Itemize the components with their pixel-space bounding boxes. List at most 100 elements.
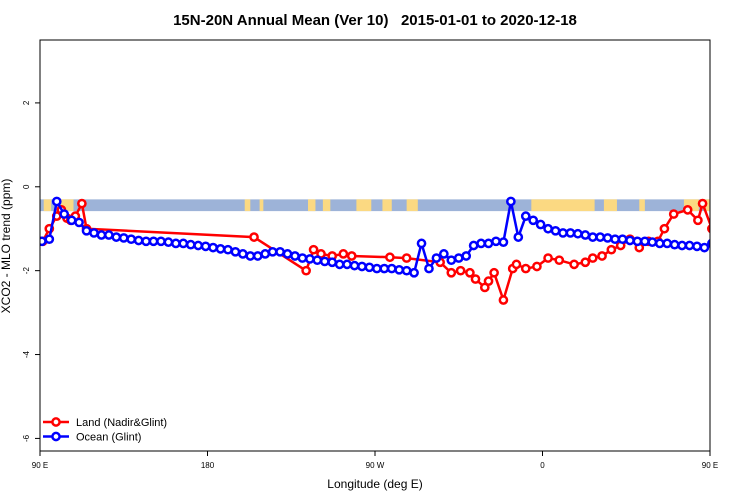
data-point-ocean: [610, 234, 620, 245]
data-point-land: [707, 224, 710, 234]
data-point-ocean: [632, 236, 643, 247]
data-point-ocean: [208, 242, 218, 253]
data-point-ocean: [297, 253, 308, 263]
data-point-ocean: [587, 232, 598, 242]
data-point-ocean: [118, 233, 129, 243]
data-point-ocean: [148, 236, 159, 247]
band-land-areas: [43, 199, 710, 212]
data-point-ocean: [431, 253, 442, 263]
data-point-ocean: [446, 255, 457, 266]
data-point-ocean: [498, 237, 509, 247]
data-point-land: [489, 267, 499, 278]
data-point-ocean: [238, 249, 248, 259]
data-point-ocean: [565, 228, 576, 238]
data-point-ocean: [96, 230, 107, 240]
data-point-ocean: [483, 238, 494, 249]
data-point-land: [338, 249, 349, 259]
data-point-ocean: [372, 263, 382, 274]
data-point-ocean: [319, 256, 330, 267]
data-point-ocean: [156, 236, 166, 247]
x-tick-label: 90 E: [32, 461, 48, 470]
data-point-ocean: [342, 259, 352, 270]
y-tick-label: -4: [22, 350, 31, 358]
band-land-segment: [58, 199, 74, 212]
band-land-segment: [406, 199, 418, 212]
data-point-ocean: [312, 255, 323, 266]
band-land-segment: [531, 199, 595, 212]
data-point-land: [606, 244, 617, 255]
data-point-ocean: [81, 225, 92, 236]
data-point-ocean: [104, 230, 114, 240]
band-land-segment: [308, 199, 316, 212]
data-point-ocean: [357, 261, 367, 272]
band-land-segment: [639, 199, 645, 212]
data-point-land: [668, 209, 679, 219]
data-point-land: [554, 255, 565, 266]
data-point-ocean: [640, 236, 650, 247]
data-point-ocean: [252, 251, 263, 261]
data-point-ocean: [305, 254, 315, 264]
band-land-segment: [259, 199, 264, 212]
data-point-land: [470, 274, 481, 284]
data-point-ocean: [44, 234, 55, 245]
data-point-ocean: [439, 249, 449, 259]
legend-label: Ocean (Glint): [76, 432, 141, 444]
data-point-ocean: [654, 238, 665, 249]
data-point-ocean: [692, 241, 702, 252]
legend: Land (Nadir&Glint) Ocean (Glint): [43, 417, 167, 444]
data-point-land: [587, 253, 598, 263]
data-point-ocean: [275, 246, 285, 257]
map-band: [40, 199, 710, 212]
x-tick-label: 90 W: [366, 461, 385, 470]
data-point-ocean: [684, 240, 695, 251]
data-point-land: [580, 257, 591, 268]
data-point-ocean: [185, 239, 196, 250]
data-point-ocean: [528, 215, 539, 226]
data-point-ocean: [215, 244, 226, 254]
data-point-land: [77, 198, 87, 209]
data-point-ocean: [416, 238, 427, 249]
data-point-ocean: [260, 249, 271, 259]
data-point-ocean: [290, 251, 300, 261]
data-point-ocean: [513, 232, 524, 242]
y-tick-label: -2: [22, 267, 31, 275]
data-point-ocean: [171, 238, 181, 249]
data-point-ocean: [699, 242, 710, 253]
data-point-ocean: [669, 239, 680, 250]
data-point-land: [455, 265, 466, 276]
data-point-land: [597, 251, 607, 261]
data-point-ocean: [424, 263, 434, 274]
y-tick-label: -6: [22, 434, 31, 442]
x-axis: 90 E 180 90 W 0 90 E: [32, 451, 718, 470]
chart-title: 15N-20N Annual Mean (Ver 10) 2015-01-01 …: [173, 12, 577, 29]
band-land-segment: [43, 199, 52, 212]
data-point-ocean: [141, 236, 151, 247]
data-point-ocean: [163, 237, 174, 247]
data-point-ocean: [245, 251, 256, 261]
data-point-ocean: [409, 267, 419, 278]
band-land-segment: [244, 199, 251, 212]
band-land-segment: [356, 199, 372, 212]
legend-label: Land (Nadir&Glint): [76, 417, 167, 429]
band-land-segment: [704, 199, 710, 212]
data-point-land: [697, 198, 708, 209]
data-point-ocean: [66, 215, 77, 226]
data-point-ocean: [506, 196, 516, 207]
data-point-ocean: [491, 236, 501, 247]
data-point-land: [308, 244, 319, 255]
data-point-ocean: [707, 238, 710, 248]
data-point-land: [401, 253, 412, 263]
data-point-ocean: [379, 263, 390, 274]
data-point-ocean: [573, 228, 583, 239]
data-point-land: [249, 232, 259, 242]
data-point-ocean: [625, 235, 635, 246]
data-point-ocean: [133, 235, 144, 246]
band-ocean: [40, 199, 710, 212]
data-point-ocean: [550, 225, 561, 236]
data-point-land: [498, 295, 509, 305]
data-point-land: [346, 251, 357, 261]
data-point-land: [569, 259, 579, 270]
band-land-segment: [322, 199, 331, 212]
data-point-ocean: [386, 263, 397, 274]
